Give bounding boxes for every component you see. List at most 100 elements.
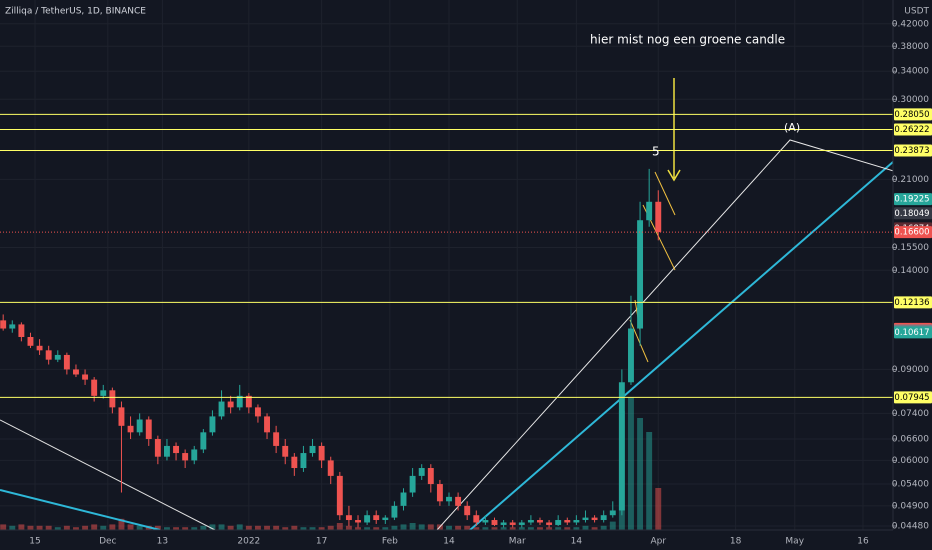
price-axis (893, 0, 932, 550)
candle-body (609, 510, 616, 516)
volume-bar (582, 525, 589, 530)
volume-bar (637, 418, 644, 530)
price-tag-label: 0.28050 (894, 110, 929, 120)
y-tick-label: 0.06000 (892, 456, 929, 466)
price-tag-label: 0.26222 (894, 125, 929, 135)
candle-body (573, 520, 580, 523)
candle-body (309, 445, 316, 454)
volume-bar (118, 518, 125, 530)
x-tick-label: 17 (316, 537, 327, 547)
candle-body (91, 379, 98, 396)
x-tick-label: 16 (857, 537, 869, 547)
candle-body (18, 324, 25, 337)
volume-bar (191, 527, 198, 530)
x-tick-label: 14 (571, 537, 583, 547)
y-tick-label: 0.21000 (892, 175, 929, 185)
candle-body (236, 395, 243, 408)
candle-body (282, 445, 289, 457)
x-tick-label: 18 (730, 537, 742, 547)
candle-body (254, 407, 261, 417)
candle-body (364, 515, 371, 523)
volume-bar (227, 525, 234, 530)
volume-bar (600, 525, 607, 530)
candle-body (136, 419, 143, 433)
volume-bar (537, 527, 543, 530)
candle-body (54, 354, 61, 360)
y-tick-label: 0.38000 (892, 42, 929, 52)
candle-body (191, 449, 198, 461)
x-tick-label: Dec (99, 537, 116, 547)
y-tick-label: 0.06600 (892, 435, 929, 445)
candle-body (509, 522, 516, 525)
candle-body (373, 515, 380, 521)
volume-bar (491, 527, 498, 530)
volume-bar (336, 523, 343, 530)
volume-bar (127, 524, 134, 530)
price-tag (894, 296, 932, 309)
volume-bar (473, 527, 480, 530)
volume-bar (427, 524, 434, 530)
volume-bar (264, 525, 270, 530)
candle-body (273, 432, 280, 446)
price-tag (894, 108, 932, 121)
volume-bar (464, 525, 471, 530)
volume-bar (45, 525, 52, 530)
x-tick-label: 2022 (237, 537, 260, 547)
volume-bar (18, 524, 25, 530)
price-tag-label: 0.12136 (894, 298, 929, 308)
volume-bar (182, 527, 189, 530)
currency: USDT (904, 7, 929, 17)
trend-line (469, 127, 932, 531)
candle-body (482, 520, 489, 523)
candle-body (591, 517, 598, 521)
y-tick-label: 0.04480 (892, 521, 929, 531)
volume-bar (209, 524, 216, 530)
volume-bar (518, 527, 525, 530)
x-tick-label: 15 (29, 537, 40, 547)
price-tag (894, 207, 932, 220)
volume-bar (173, 527, 180, 530)
y-tick-label: 0.09000 (892, 365, 929, 375)
volume-bar (154, 525, 161, 530)
price-tag-label: 0.07945 (894, 393, 929, 403)
candle-body (637, 220, 644, 329)
candle-body (455, 496, 462, 506)
candle-body (546, 522, 553, 525)
y-tick-label: 0.15500 (892, 243, 929, 253)
x-tick-label: Apr (650, 537, 666, 547)
volume-bar (200, 525, 207, 530)
drawings (0, 78, 932, 531)
candle-body (145, 419, 152, 440)
wave-label: 5 (652, 145, 660, 159)
candle-body (582, 517, 589, 521)
volume-bar (345, 525, 352, 530)
candle-body (100, 390, 107, 396)
price-tag (894, 193, 932, 206)
candle-body (600, 515, 607, 521)
y-tick-label: 0.04900 (892, 501, 929, 511)
x-tick-label: Feb (382, 537, 398, 547)
price-tag-label: 0.19225 (894, 195, 929, 205)
candle-body (618, 382, 625, 511)
y-tick-label: 0.07400 (892, 409, 929, 419)
candle-body (163, 445, 170, 457)
volume-bar (100, 525, 107, 530)
volume-bar (318, 527, 325, 530)
price-tag (894, 326, 932, 339)
volume-bar (282, 527, 289, 530)
volume-bar (400, 524, 407, 530)
volume-bar (646, 432, 653, 530)
volume-bar (91, 524, 98, 530)
arrow-head (667, 169, 681, 182)
volume-bar (9, 525, 16, 530)
candle-body (564, 520, 571, 523)
candle-body (0, 320, 7, 329)
y-tick-label: 0.30000 (892, 95, 929, 105)
price-tag (894, 391, 932, 404)
volume-bar (63, 525, 70, 530)
candle-body (527, 520, 534, 523)
candle-body (291, 456, 298, 469)
y-tick-label: 0.14000 (892, 266, 929, 276)
